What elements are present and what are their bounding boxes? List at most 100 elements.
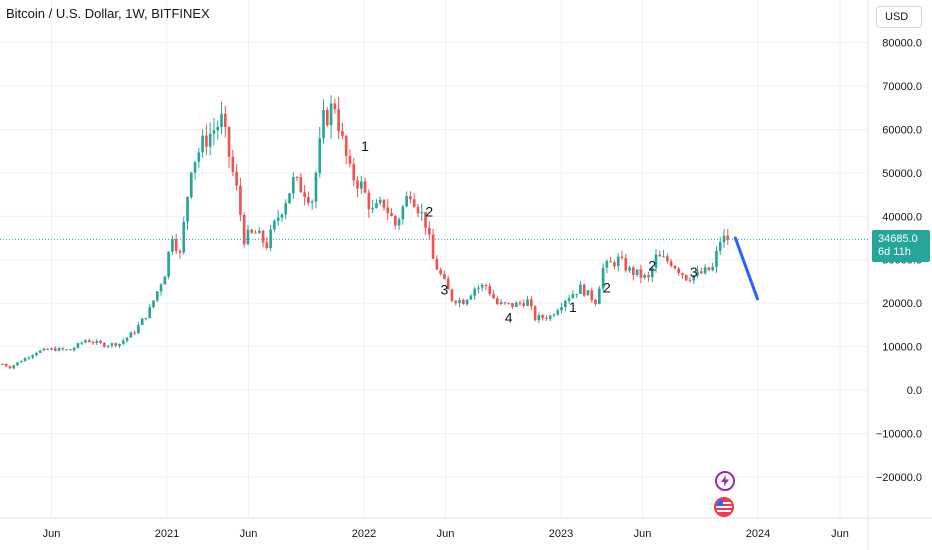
candle-body — [507, 302, 510, 304]
candle-body — [314, 173, 318, 202]
candle-body — [579, 284, 582, 294]
candle-body — [378, 199, 382, 204]
candle-body — [673, 265, 677, 269]
candle-body — [212, 130, 216, 134]
x-tick-label: Jun — [43, 528, 61, 540]
candle-body — [526, 299, 529, 306]
candle-body — [250, 229, 254, 233]
x-tick-label: Jun — [831, 528, 849, 540]
candle-body — [643, 274, 646, 278]
candle-body — [443, 274, 446, 279]
candle-body — [87, 340, 91, 343]
lightning-icon[interactable] — [715, 471, 735, 491]
candle-body — [31, 355, 34, 358]
candle-body — [435, 258, 439, 270]
candle-body — [174, 239, 178, 251]
candle-body — [182, 221, 186, 253]
candle-body — [299, 177, 303, 193]
candle-body — [522, 303, 526, 306]
candle-body — [310, 201, 314, 203]
chart-title: Bitcoin / U.S. Dollar, 1W, BITFINEX — [6, 6, 210, 21]
candle-body — [257, 230, 261, 234]
x-tick-label: Jun — [634, 528, 652, 540]
candle-body — [205, 135, 208, 147]
candle-body — [152, 300, 155, 308]
candle-body — [189, 172, 193, 198]
candle-body — [99, 340, 102, 343]
candle-body — [227, 127, 231, 157]
candle-body — [348, 155, 352, 164]
candle-body — [16, 362, 19, 366]
projection-trend-line[interactable] — [733, 236, 759, 301]
x-tick-label: Jun — [240, 528, 258, 540]
candle-body — [114, 343, 118, 346]
candle-body — [129, 332, 133, 338]
candle-body — [688, 280, 692, 282]
candle-body — [186, 197, 189, 222]
candle-body — [38, 350, 42, 353]
candle-body — [303, 192, 306, 197]
y-tick-label: 60000.0 — [882, 124, 922, 136]
candle-body — [197, 152, 201, 162]
candle-body — [726, 235, 730, 240]
candle-body — [235, 171, 238, 186]
candle-body — [575, 293, 578, 295]
candle-body — [647, 274, 650, 278]
candle-body — [220, 113, 223, 128]
wave-label: 1 — [361, 138, 369, 154]
candle-body — [450, 289, 454, 301]
candle-body — [658, 254, 662, 257]
candle-body — [148, 307, 152, 318]
candle-body — [700, 271, 703, 274]
candle-body — [681, 273, 684, 275]
candle-body — [19, 361, 23, 363]
candle-body — [560, 307, 563, 311]
candle-body — [632, 267, 635, 275]
candle-body — [382, 199, 386, 208]
candle-body — [669, 261, 673, 266]
y-tick-label: −20000.0 — [876, 472, 922, 484]
wave-label: 3 — [441, 281, 449, 297]
candle-body — [367, 192, 371, 210]
x-tick-label: 2024 — [746, 528, 770, 540]
candle-body — [344, 135, 348, 156]
candle-body — [27, 357, 31, 359]
us-flag-icon[interactable] — [714, 497, 734, 517]
candle-body — [155, 291, 159, 301]
candle-body — [322, 109, 325, 139]
candle-body — [582, 284, 586, 296]
candle-body — [35, 352, 38, 356]
candle-body — [231, 156, 235, 172]
candle-body — [514, 302, 518, 307]
candle-body — [613, 262, 616, 267]
candle-body — [288, 193, 291, 204]
candle-body — [65, 349, 68, 351]
candle-body — [692, 275, 696, 281]
currency-button[interactable]: USD — [876, 6, 922, 28]
candle-body — [537, 315, 541, 321]
candle-body — [711, 266, 714, 271]
candle-body — [458, 299, 461, 304]
wave-label: 1 — [569, 299, 577, 315]
candle-body — [163, 276, 167, 285]
candle-body — [484, 284, 488, 287]
candle-body — [254, 232, 257, 234]
candle-body — [654, 254, 658, 268]
candle-body — [650, 267, 654, 278]
candle-body — [193, 161, 197, 173]
candle-body — [503, 302, 507, 304]
candle-body — [533, 306, 537, 321]
candle-body — [118, 343, 121, 346]
candle-body — [393, 215, 397, 226]
candle-body — [609, 261, 612, 263]
candle-body — [454, 300, 458, 304]
candle-body — [167, 251, 170, 277]
candle-body — [431, 234, 435, 259]
candle-body — [718, 242, 722, 251]
candle-body — [684, 274, 688, 281]
candle-body — [276, 217, 280, 221]
candle-body — [223, 113, 227, 128]
candle-body — [329, 103, 333, 126]
candle-body — [586, 290, 590, 296]
